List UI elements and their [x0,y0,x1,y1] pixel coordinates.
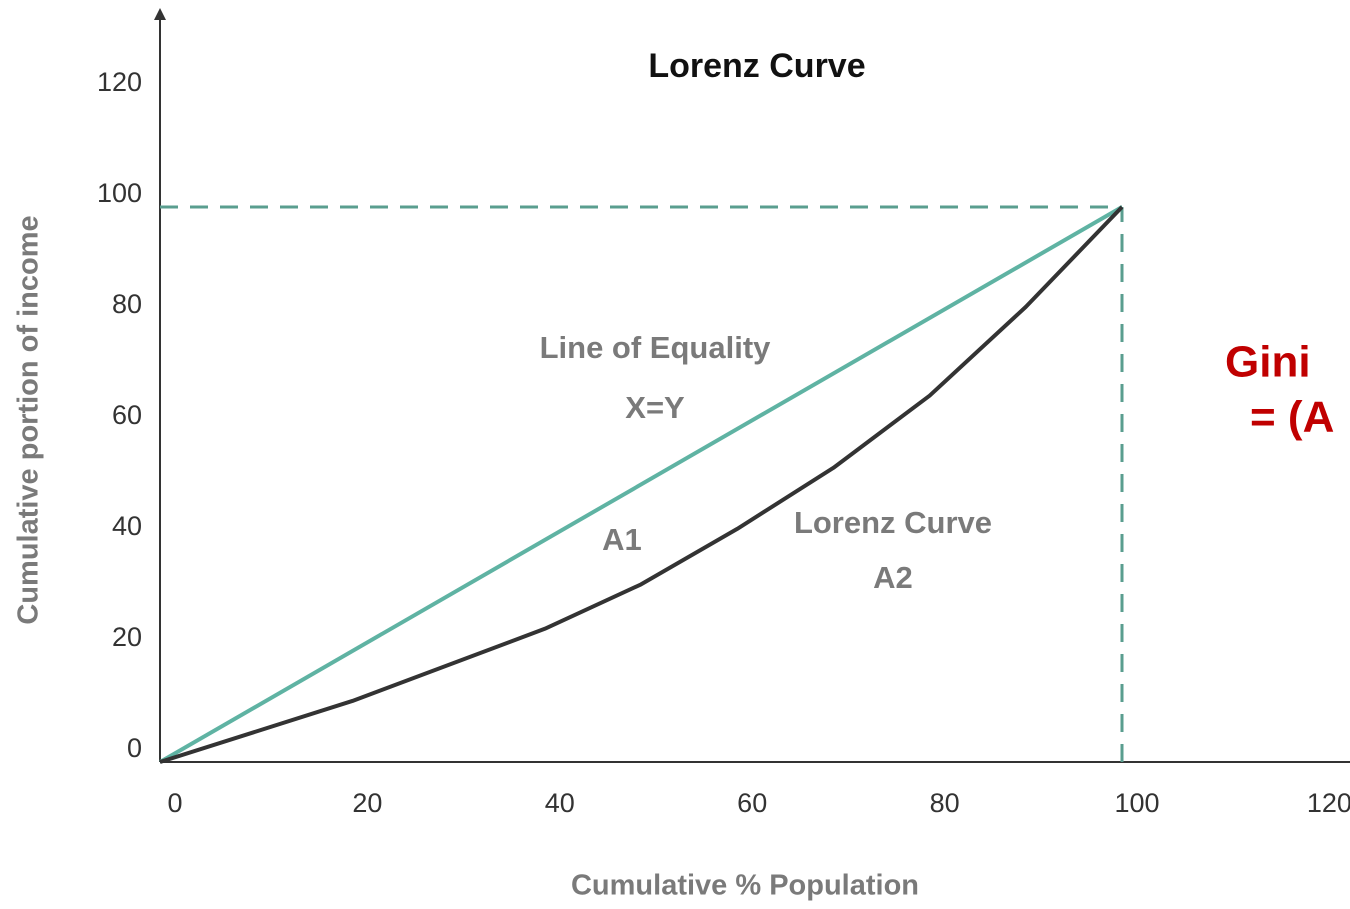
series-line [159,205,1123,764]
x-tick-label: 100 [1114,788,1159,818]
x-tick-label: 20 [352,788,382,818]
x-tick-label: 60 [737,788,767,818]
y-tick-label: 100 [97,178,142,208]
annotation: A1 [602,522,642,557]
y-tick-label: 0 [127,733,142,763]
y-tick-label: 20 [112,622,142,652]
annotation: X=Y [625,390,685,425]
gini-text: = (A [1250,393,1334,442]
gini-text: Gini [1225,338,1311,387]
x-tick-label: 80 [930,788,960,818]
y-tick-label: 120 [97,67,142,97]
annotation: Line of Equality [540,330,772,365]
x-tick-label: 120 [1307,788,1350,818]
annotation: A2 [873,560,913,595]
x-tick-label: 40 [545,788,575,818]
y-tick-label: 60 [112,400,142,430]
annotation: Lorenz Curve [794,505,992,540]
y-tick-label: 80 [112,289,142,319]
x-axis-label: Cumulative % Population [571,870,919,902]
y-axis-label: Cumulative portion of income [13,215,45,624]
x-tick-label: 0 [167,788,182,818]
y-tick-label: 40 [112,511,142,541]
series-line [159,205,1124,764]
chart-title: Lorenz Curve [648,47,865,85]
